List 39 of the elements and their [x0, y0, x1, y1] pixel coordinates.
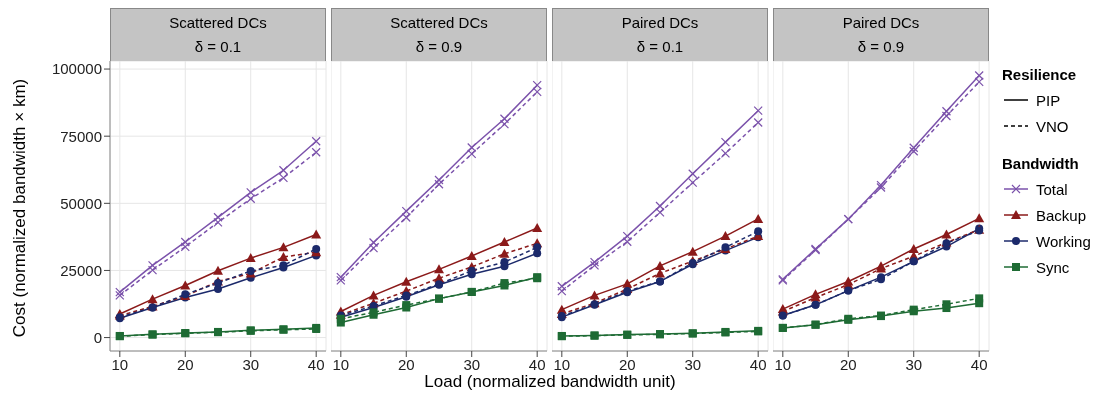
legend-label: Backup: [1036, 206, 1087, 224]
x-tick-label: 10: [774, 355, 792, 373]
x-tick-label: 20: [397, 355, 415, 373]
y-tick-label: 100000: [51, 60, 102, 78]
text: PIP: [1036, 91, 1061, 109]
text: VNO: [1036, 117, 1069, 135]
legend-label: Total: [1036, 180, 1068, 198]
chart-title: Paired DCs: [841, 13, 921, 33]
y-tick-label: 75000: [60, 127, 102, 145]
x-tick-label: 30: [684, 355, 702, 373]
x-tick-label: 40: [307, 355, 325, 373]
text: Resilience: [1002, 66, 1078, 83]
chart-title: Scattered DCs: [168, 13, 268, 33]
x-tick-label: 10: [553, 355, 571, 373]
y-tick-label: 25000: [60, 261, 102, 279]
x-tick-label: 20: [176, 355, 194, 373]
x-axis-title: Load (normalized bandwidth unit): [423, 372, 677, 392]
x-tick-label: 30: [463, 355, 481, 373]
x-tick-label: 20: [618, 355, 636, 373]
chart-title: Paired DCs: [620, 13, 700, 33]
x-tick-label: 20: [839, 355, 857, 373]
x-tick-label: 40: [970, 355, 988, 373]
y-tick-label: 50000: [60, 194, 102, 212]
legend-label: Working: [1036, 232, 1091, 250]
chart-subtitle: δ = 0.1: [193, 37, 243, 57]
x-tick-label: 30: [905, 355, 923, 373]
y-axis-title: Cost (normalized bandwidth × km): [10, 78, 30, 338]
x-tick-label: 10: [332, 355, 350, 373]
chart-title: Scattered DCs: [389, 13, 489, 33]
legend-label: Sync: [1036, 258, 1070, 276]
chart-subtitle: δ = 0.9: [414, 37, 464, 57]
x-tick-label: 40: [528, 355, 546, 373]
chart-subtitle: δ = 0.1: [635, 37, 685, 57]
legend-title: Bandwidth: [1002, 155, 1080, 172]
chart-subtitle: δ = 0.9: [856, 37, 906, 57]
x-tick-label: 40: [749, 355, 767, 373]
x-tick-label: 10: [111, 355, 129, 373]
y-tick-label: 0: [93, 328, 102, 346]
x-tick-label: 30: [242, 355, 260, 373]
